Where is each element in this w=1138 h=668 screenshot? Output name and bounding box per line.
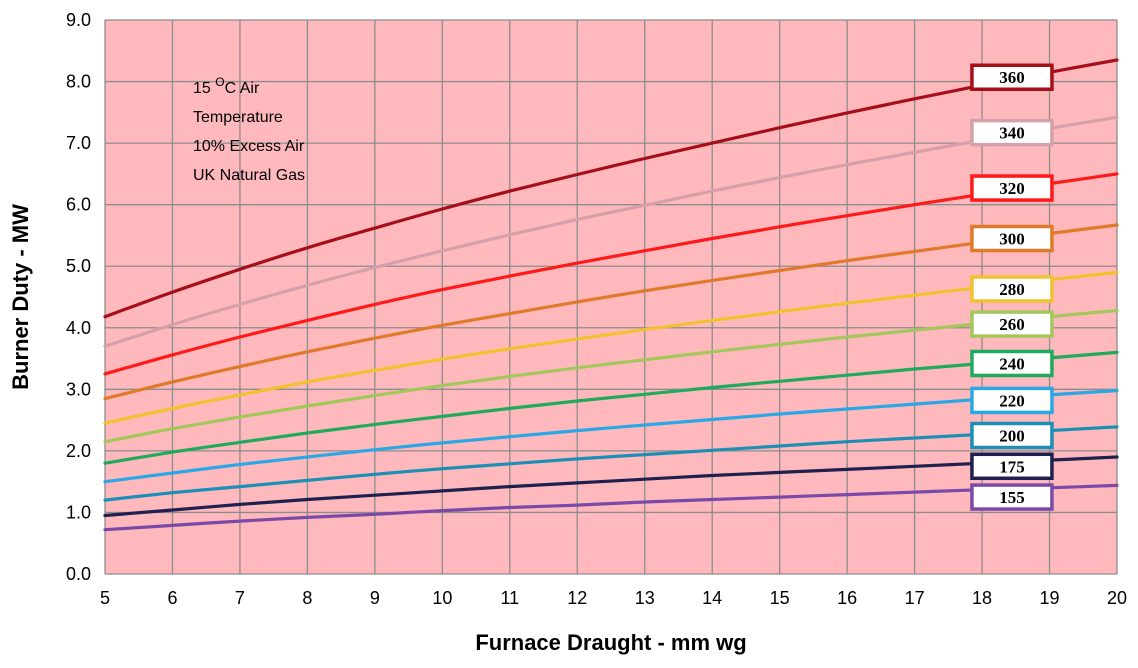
- series-label-text-360: 360: [999, 68, 1025, 87]
- series-line-320: [103, 172, 1119, 376]
- x-tick-label-5: 10: [432, 588, 452, 608]
- series-line-240: [103, 350, 1119, 465]
- series-label-220: 220: [970, 386, 1054, 415]
- series-label-155: 155: [970, 483, 1054, 511]
- series-label-box-320: [970, 174, 1054, 202]
- annotation: 15 OC Air Temperature 10% Excess Air UK …: [193, 75, 305, 184]
- y-tick-label-2: 2.0: [66, 441, 91, 461]
- series-label-box-200: [970, 421, 1054, 450]
- series-label-box-240: [970, 349, 1054, 378]
- series-label-320: 320: [970, 174, 1054, 202]
- x-tick-label-8: 13: [635, 588, 655, 608]
- series-label-box-300: [970, 224, 1054, 253]
- y-tick-label-7: 7.0: [66, 133, 91, 153]
- series-line-200: [103, 425, 1119, 502]
- series-labels: 360 340 320 300 280 260 240 220 200 175 155: [970, 63, 1054, 511]
- series-label-280: 280: [970, 275, 1054, 303]
- y-tick-label-6: 6.0: [66, 195, 91, 215]
- series-label-300: 300: [970, 224, 1054, 253]
- y-axis-title: Burner Duty - MW: [8, 204, 33, 390]
- series-label-box-340: [970, 118, 1054, 147]
- annotation-line-2: Temperature: [193, 109, 283, 126]
- x-tick-label-7: 12: [567, 588, 587, 608]
- grid: [104, 19, 1118, 575]
- x-tick-label-9: 14: [702, 588, 722, 608]
- series-label-box-260: [970, 310, 1054, 338]
- x-tick-label-15: 20: [1107, 588, 1127, 608]
- series-label-box-155: [970, 483, 1054, 511]
- series-line-260: [103, 308, 1119, 444]
- y-tick-label-3: 3.0: [66, 379, 91, 399]
- series-line-340: [103, 115, 1119, 348]
- y-tick-label-0: 0.0: [66, 564, 91, 584]
- series-label-240: 240: [970, 349, 1054, 378]
- x-tick-label-14: 19: [1040, 588, 1060, 608]
- y-tick-label-9: 9.0: [66, 10, 91, 30]
- y-tick-label-8: 8.0: [66, 72, 91, 92]
- series-label-box-220: [970, 386, 1054, 415]
- x-tick-label-3: 8: [302, 588, 312, 608]
- x-tick-label-11: 16: [837, 588, 857, 608]
- series-label-box-280: [970, 275, 1054, 303]
- x-tick-label-1: 6: [167, 588, 177, 608]
- series-label-text-200: 200: [999, 427, 1025, 446]
- x-tick-label-13: 18: [972, 588, 992, 608]
- series-line-360: [103, 58, 1119, 319]
- x-tick-label-0: 5: [100, 588, 110, 608]
- annotation-line-1: 15 OC Air: [193, 75, 260, 97]
- y-tick-label-1: 1.0: [66, 502, 91, 522]
- annotation-line-3: 10% Excess Air: [193, 138, 305, 155]
- x-tick-label-12: 17: [905, 588, 925, 608]
- y-tick-label-5: 5.0: [66, 256, 91, 276]
- series-label-text-320: 320: [999, 179, 1025, 198]
- series-line-280: [103, 270, 1119, 425]
- axis-ticks: 5 6 7 8 9 10 11 12 13 14 15 16 17 18 19 20 0.0 1.0 2.0 3.0 4…: [66, 10, 1127, 608]
- series-line-300: [103, 223, 1119, 401]
- series-lines: [103, 58, 1119, 532]
- x-tick-label-2: 7: [235, 588, 245, 608]
- x-tick-label-10: 15: [770, 588, 790, 608]
- series-label-340: 340: [970, 118, 1054, 147]
- x-tick-label-6: 11: [500, 588, 519, 608]
- series-label-text-175: 175: [999, 457, 1025, 476]
- x-tick-label-4: 9: [370, 588, 380, 608]
- y-tick-label-4: 4.0: [66, 318, 91, 338]
- series-label-text-280: 280: [999, 280, 1025, 299]
- series-label-text-155: 155: [999, 488, 1025, 507]
- series-label-360: 360: [970, 63, 1054, 91]
- series-label-175: 175: [970, 452, 1054, 481]
- series-line-220: [103, 389, 1119, 484]
- series-label-box-175: [970, 452, 1054, 481]
- series-label-box-360: [970, 63, 1054, 91]
- series-label-260: 260: [970, 310, 1054, 338]
- series-line-155: [103, 483, 1119, 532]
- series-label-200: 200: [970, 421, 1054, 450]
- series-label-text-340: 340: [999, 124, 1025, 143]
- x-axis-title: Furnace Draught - mm wg: [475, 630, 746, 655]
- series-label-text-260: 260: [999, 315, 1025, 334]
- series-line-175: [103, 455, 1119, 518]
- series-label-text-220: 220: [999, 391, 1025, 410]
- series-label-text-240: 240: [999, 354, 1025, 373]
- series-label-text-300: 300: [999, 230, 1025, 249]
- annotation-line-4: UK Natural Gas: [193, 167, 305, 184]
